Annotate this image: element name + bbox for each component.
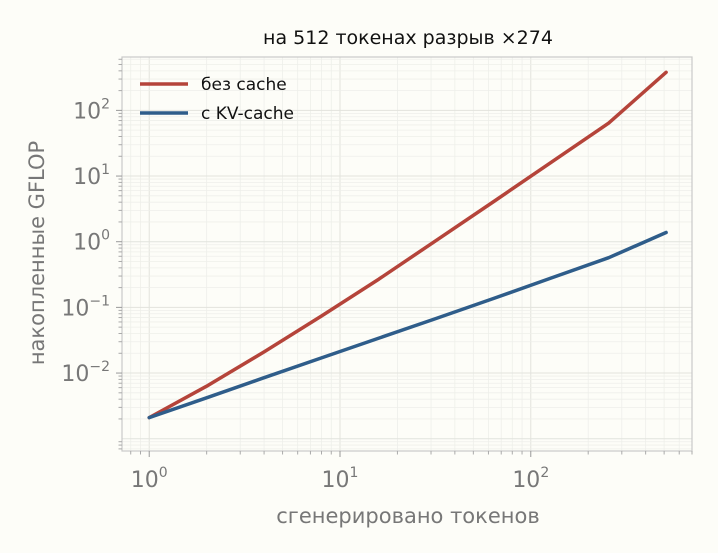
plot-area-frame [121,56,693,452]
series-line-2 [147,230,668,420]
x-tick-base: 10 [512,468,540,493]
y-tick-base: 10 [73,165,101,190]
y-axis-label: накопленные GFLOP [25,141,49,365]
legend: без cache с KV-cache [140,75,294,124]
x-tick-label: 102 [512,465,549,493]
y-tick-label: 101 [73,162,110,190]
x-axis-label: сгенерировано токенов [276,504,539,528]
x-tick-base: 10 [322,468,350,493]
grid [122,57,693,451]
chart-title: на 512 токенах разрыв ×274 [263,27,553,49]
y-tick-base: 10 [61,362,89,387]
y-tick-label: 10−2 [61,359,110,387]
series-line-1 [147,70,668,420]
y-tick-base: 10 [61,296,89,321]
x-tick-exponent: 1 [350,465,359,481]
y-tick-exponent: 2 [101,96,110,112]
y-tick-exponent: −2 [89,359,110,375]
x-tick-exponent: 2 [540,465,549,481]
x-tick-base: 10 [131,468,159,493]
legend-label: с KV-cache [201,104,294,124]
y-tick-base: 10 [73,231,101,256]
y-tick-label: 10−1 [61,293,110,321]
series-lines [147,70,668,420]
y-tick-exponent: −1 [89,293,110,309]
x-tick-label: 100 [131,465,168,493]
y-tick-label: 102 [73,96,110,124]
y-tick-exponent: 0 [101,228,110,244]
legend-label: без cache [201,75,287,95]
x-tick-label: 101 [322,465,359,493]
y-tick-exponent: 1 [101,162,110,178]
y-tick-base: 10 [73,99,101,124]
y-tick-label: 100 [73,228,110,256]
x-tick-exponent: 0 [159,465,168,481]
